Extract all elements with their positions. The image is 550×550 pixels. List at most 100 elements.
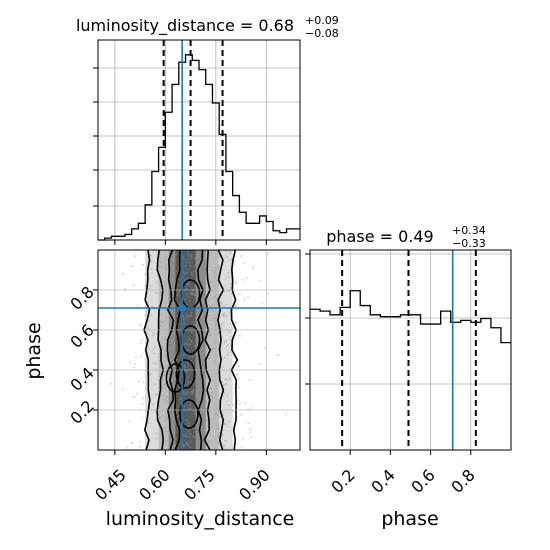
- scatter-point: [204, 343, 207, 346]
- contour-line-0: [143, 250, 151, 450]
- scatter-point: [172, 260, 175, 263]
- scatter-point: [174, 377, 177, 381]
- scatter-point: [259, 363, 262, 366]
- scatter-point: [193, 323, 196, 326]
- scatter-point: [143, 314, 147, 317]
- scatter-point: [249, 431, 252, 434]
- scatter-point: [152, 332, 155, 335]
- scatter-point: [208, 440, 211, 444]
- scatter-point: [162, 321, 165, 324]
- scatter-point: [193, 293, 196, 296]
- scatter-point: [207, 439, 210, 443]
- scatter-point: [151, 305, 154, 308]
- scatter-point: [201, 318, 204, 321]
- scatter-point: [227, 420, 231, 423]
- scatter-point: [132, 366, 136, 369]
- scatter-point: [236, 399, 240, 402]
- scatter-point: [211, 394, 214, 398]
- scatter-point: [140, 338, 143, 341]
- scatter-point: [196, 402, 200, 405]
- scatter-point: [216, 427, 219, 431]
- scatter-point: [234, 305, 237, 308]
- scatter-point: [194, 317, 197, 320]
- scatter-point: [165, 315, 169, 318]
- scatter-point: [184, 298, 187, 301]
- scatter-point: [194, 284, 197, 287]
- scatter-point: [187, 283, 190, 286]
- scatter-point: [165, 365, 169, 368]
- scatter-point: [242, 261, 245, 265]
- scatter-point: [276, 354, 280, 357]
- scatter-point: [237, 364, 240, 367]
- scatter-point: [171, 267, 174, 270]
- scatter-point: [194, 393, 197, 396]
- scatter-point: [188, 337, 191, 340]
- scatter-point: [210, 252, 214, 255]
- scatter-point: [187, 375, 190, 378]
- scatter-point: [204, 401, 208, 404]
- scatter-point: [147, 422, 150, 425]
- scatter-point: [203, 424, 207, 427]
- contour-line-4: [196, 250, 205, 450]
- scatter-point: [219, 416, 222, 419]
- x-tick-label-ld-2: 0.75: [180, 465, 219, 504]
- scatter-point: [212, 379, 215, 382]
- scatter-point: [174, 377, 177, 380]
- scatter-point: [134, 362, 137, 365]
- y-axis-label-phase: phase: [23, 322, 45, 379]
- scatter-point: [187, 252, 190, 256]
- scatter-point: [188, 255, 192, 258]
- scatter-point: [202, 344, 205, 347]
- scatter-point: [191, 390, 194, 394]
- scatter-point: [167, 373, 170, 377]
- scatter-point: [211, 387, 214, 390]
- scatter-point: [216, 424, 219, 427]
- scatter-point: [161, 346, 164, 349]
- scatter-point: [284, 413, 288, 416]
- scatter-point: [190, 253, 193, 257]
- scatter-point: [183, 365, 187, 368]
- scatter-point: [160, 266, 163, 269]
- scatter-point: [183, 353, 186, 356]
- scatter-point: [153, 352, 156, 355]
- scatter-point: [141, 397, 145, 400]
- scatter-point: [162, 399, 166, 402]
- scatter-point: [226, 394, 229, 398]
- scatter-point: [238, 292, 241, 295]
- scatter-point: [235, 321, 238, 325]
- scatter-point: [169, 412, 172, 415]
- scatter-point: [109, 382, 112, 385]
- scatter-point: [223, 312, 226, 315]
- scatter-point: [94, 432, 96, 434]
- scatter-point: [173, 272, 176, 275]
- scatter-point: [185, 293, 189, 296]
- x-axis-label-phase: phase: [381, 508, 438, 530]
- scatter-point: [249, 427, 252, 431]
- scatter-point: [186, 380, 190, 383]
- scatter-point: [151, 334, 154, 337]
- scatter-point: [205, 419, 208, 422]
- scatter-point: [195, 393, 198, 396]
- scatter-point: [185, 271, 188, 275]
- scatter-point: [172, 265, 175, 268]
- scatter-point: [185, 441, 188, 445]
- scatter-point: [170, 341, 173, 345]
- scatter-point: [241, 278, 244, 281]
- scatter-point: [209, 395, 212, 398]
- scatter-point: [217, 424, 221, 427]
- scatter-point: [160, 320, 164, 324]
- scatter-point: [218, 300, 222, 303]
- scatter-point: [191, 434, 194, 438]
- scatter-point: [240, 413, 243, 416]
- scatter-point: [258, 280, 261, 283]
- scatter-point: [205, 419, 208, 422]
- scatter-point: [238, 403, 242, 406]
- scatter-point: [165, 396, 168, 399]
- scatter-point: [211, 396, 214, 400]
- scatter-point: [166, 256, 170, 259]
- scatter-point: [188, 300, 191, 303]
- contour-line-6: [217, 250, 225, 450]
- scatter-point: [193, 412, 196, 415]
- scatter-point: [162, 385, 165, 389]
- scatter-point: [210, 426, 213, 429]
